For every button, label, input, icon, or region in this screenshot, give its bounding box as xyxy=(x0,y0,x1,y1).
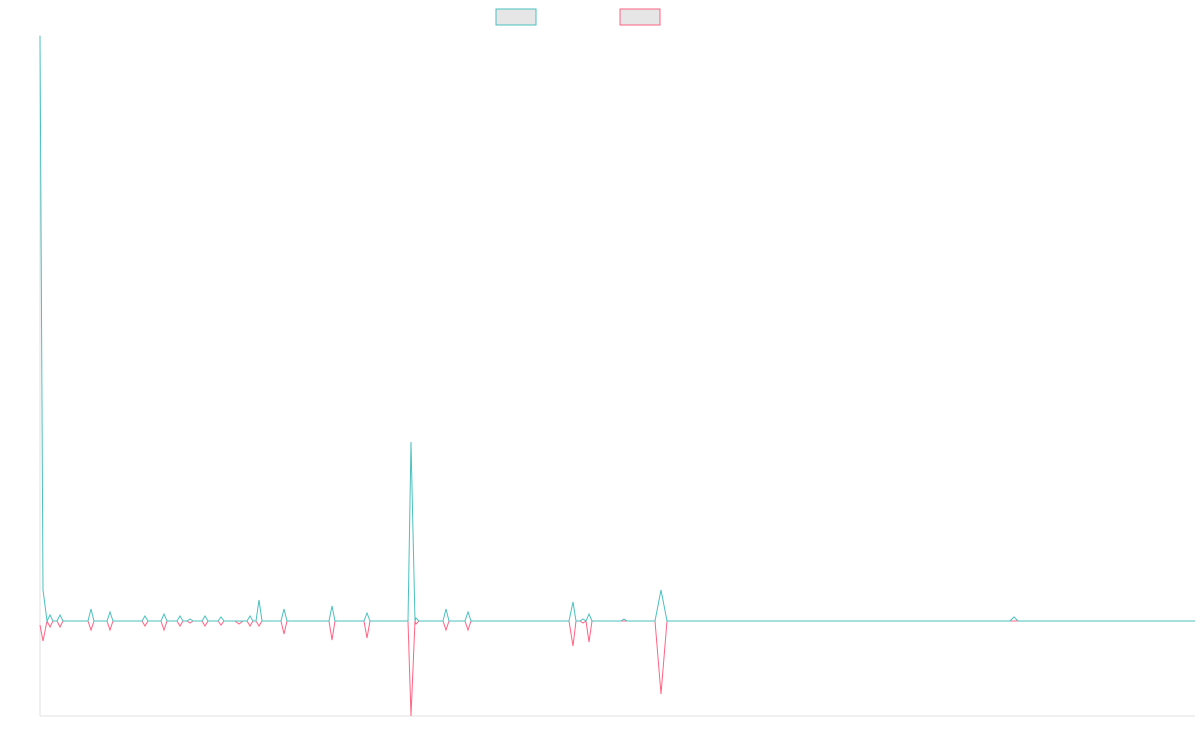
series-line xyxy=(39,619,1195,717)
legend-swatch[interactable] xyxy=(495,8,537,26)
legend-swatch[interactable] xyxy=(619,8,661,26)
series-line xyxy=(39,35,1195,623)
